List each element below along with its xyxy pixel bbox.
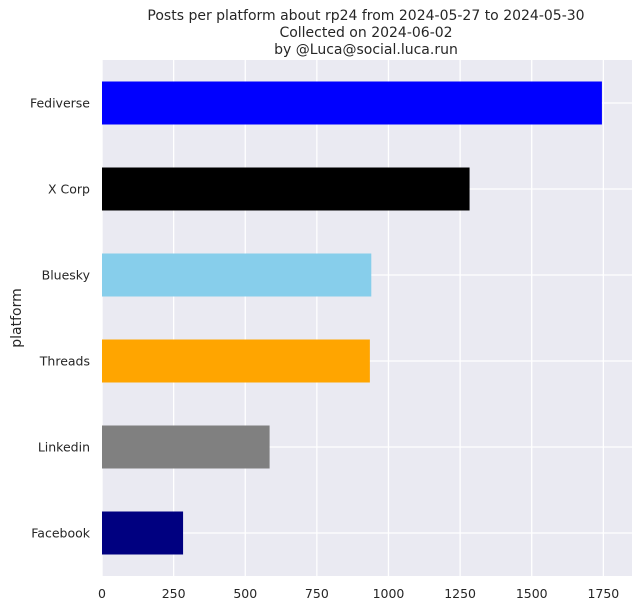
bar-x-corp: [102, 167, 470, 211]
bar-bluesky: [102, 253, 372, 297]
x-tick-label-5: 1250: [444, 586, 476, 601]
x-tick-labels: 0 250 500 750 1000 1250 1500 1750: [98, 586, 619, 601]
y-tick-label-facebook: Facebook: [31, 526, 90, 541]
x-tick-label-7: 1750: [587, 586, 619, 601]
y-tick-label-bluesky: Bluesky: [42, 268, 91, 283]
x-tick-label-1: 250: [162, 586, 186, 601]
bar-threads: [102, 339, 370, 383]
y-tick-label-x-corp: X Corp: [48, 182, 90, 197]
x-tick-label-6: 1500: [516, 586, 548, 601]
bar-linkedin: [102, 425, 270, 469]
bar-facebook: [102, 511, 184, 555]
chart-title-line-2: Collected on 2024-06-02: [279, 25, 452, 41]
y-tick-labels: Fediverse X Corp Bluesky Threads Linkedin Fac…: [30, 96, 91, 541]
plot-area: [102, 60, 632, 576]
y-tick-label-threads: Threads: [39, 354, 90, 369]
y-axis-label: platform: [9, 288, 25, 348]
bar-fediverse: [102, 81, 602, 125]
y-tick-label-linkedin: Linkedin: [38, 440, 90, 455]
x-tick-label-0: 0: [98, 586, 106, 601]
chart-title: Posts per platform about rp24 from 2024-…: [147, 8, 584, 58]
bars: [102, 81, 602, 555]
x-tick-label-3: 750: [305, 586, 329, 601]
x-tick-label-2: 500: [233, 586, 257, 601]
chart-title-line-3: by @Luca@social.luca.run: [274, 42, 458, 58]
y-tick-label-fediverse: Fediverse: [30, 96, 90, 111]
chart-title-line-1: Posts per platform about rp24 from 2024-…: [147, 8, 584, 24]
x-tick-label-4: 1000: [373, 586, 405, 601]
